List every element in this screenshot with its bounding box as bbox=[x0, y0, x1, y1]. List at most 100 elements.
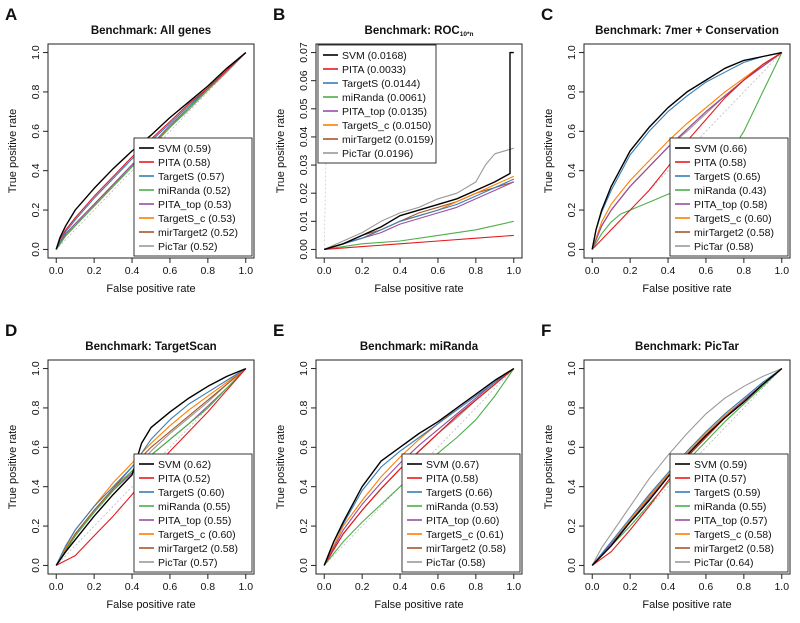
legend: SVM (0.62) PITA (0.52) TargetS (0.60) miRan… bbox=[133, 453, 253, 573]
legend-entry-pita: PITA (0.58) bbox=[694, 157, 746, 169]
y-axis-label: True positive rate bbox=[7, 425, 19, 510]
y-tick-label: 1.0 bbox=[298, 361, 310, 376]
panel-title-c: Benchmark: 7mer + Conservation bbox=[595, 25, 779, 37]
panel-a: A Benchmark: All genes 0.0 0.2 0.4 0.6 0.8 1.0 0… bbox=[5, 5, 255, 295]
y-tick-label: 0.4 bbox=[30, 163, 42, 178]
x-tick-label: 0.6 bbox=[431, 265, 446, 277]
y-tick-label: 0.06 bbox=[298, 70, 310, 91]
x-axis-label: False positive rate bbox=[106, 283, 195, 295]
legend-entry-targets_c: TargetS_c (0.58) bbox=[694, 529, 772, 541]
legend-entry-svm: SVM (0.67) bbox=[426, 459, 479, 471]
legend-entry-mirtarget2: mirTarget2 (0.58) bbox=[694, 227, 774, 239]
y-tick-label: 0.6 bbox=[30, 124, 42, 139]
legend-entry-svm: SVM (0.62) bbox=[158, 459, 211, 471]
x-tick-label: 0.6 bbox=[163, 265, 178, 277]
x-tick-label: 0.4 bbox=[661, 581, 676, 593]
x-tick-label: 1.0 bbox=[238, 265, 253, 277]
y-tick-label: 0.05 bbox=[298, 98, 310, 119]
legend-entry-pita: PITA (0.52) bbox=[158, 473, 210, 485]
legend-entry-pictar: PicTar (0.57) bbox=[158, 557, 218, 569]
y-tick-label: 1.0 bbox=[30, 361, 42, 376]
x-tick-label: 0.2 bbox=[355, 265, 370, 277]
legend-box bbox=[669, 453, 789, 573]
y-tick-label: 0.2 bbox=[30, 203, 42, 218]
x-tick-label: 0.0 bbox=[317, 265, 332, 277]
legend-entry-svm: SVM (0.0168) bbox=[342, 50, 407, 62]
legend-box bbox=[317, 44, 437, 164]
legend-entry-miranda: miRanda (0.55) bbox=[158, 501, 230, 513]
y-tick-label: 0.6 bbox=[30, 440, 42, 455]
panel-e: E Benchmark: miRanda 0.0 0.2 0.4 0.6 0.8 1.0 0.0… bbox=[273, 321, 523, 611]
series-line-targets bbox=[323, 368, 515, 566]
x-tick-label: 0.2 bbox=[87, 265, 102, 277]
legend-entry-miranda: miRanda (0.43) bbox=[694, 185, 766, 197]
legend-entry-pictar: PicTar (0.58) bbox=[426, 557, 486, 569]
panel-title-d: Benchmark: TargetScan bbox=[85, 341, 216, 353]
panel-f: F Benchmark: PicTar 0.0 0.2 0.4 0.6 0.8 1.0 0.0 0… bbox=[541, 321, 791, 611]
legend-entry-miranda: miRanda (0.0061) bbox=[342, 92, 426, 104]
legend-entry-pictar: PicTar (0.52) bbox=[158, 241, 218, 253]
y-axis-label: True positive rate bbox=[275, 425, 287, 510]
y-tick-label: 1.0 bbox=[566, 45, 578, 60]
plot-frame bbox=[583, 43, 791, 259]
series-line-pita_top bbox=[323, 368, 515, 566]
y-tick-label: 1.0 bbox=[30, 45, 42, 60]
series-line-pita bbox=[324, 234, 514, 250]
legend-entry-pita: PITA (0.58) bbox=[158, 157, 210, 169]
x-tick-label: 0.0 bbox=[317, 581, 332, 593]
x-tick-label: 0.0 bbox=[585, 581, 600, 593]
legend-entry-pictar: PicTar (0.58) bbox=[694, 241, 754, 253]
series-line-targets bbox=[591, 368, 783, 566]
panel-title-e: Benchmark: miRanda bbox=[360, 341, 479, 353]
x-tick-label: 0.8 bbox=[737, 581, 752, 593]
y-tick-label: 0.00 bbox=[298, 239, 310, 260]
x-tick-label: 0.2 bbox=[623, 265, 638, 277]
series-line-svm bbox=[324, 51, 514, 251]
legend-entry-targets_c: TargetS_c (0.60) bbox=[694, 213, 772, 225]
legend-entry-targets: TargetS (0.57) bbox=[158, 171, 225, 183]
legend-entry-mirtarget2: mirTarget2 (0.58) bbox=[694, 543, 774, 555]
legend-entry-miranda: miRanda (0.55) bbox=[694, 501, 766, 513]
plot-frame bbox=[315, 359, 523, 575]
legend-entry-targets_c: TargetS_c (0.61) bbox=[426, 529, 504, 541]
panel-label-f: F bbox=[541, 321, 551, 340]
x-tick-label: 0.8 bbox=[469, 265, 484, 277]
y-tick-label: 0.6 bbox=[566, 440, 578, 455]
legend-entry-targets: TargetS (0.66) bbox=[426, 487, 493, 499]
x-tick-label: 0.6 bbox=[431, 581, 446, 593]
y-tick-label: 1.0 bbox=[566, 361, 578, 376]
panel-title-subscript-b: 10*n bbox=[460, 31, 474, 38]
x-axis-label: False positive rate bbox=[642, 283, 731, 295]
y-tick-label: 0.02 bbox=[298, 183, 310, 204]
y-tick-label: 0.4 bbox=[566, 163, 578, 178]
plot-frame bbox=[315, 43, 523, 259]
legend: SVM (0.67) PITA (0.58) TargetS (0.66) miRan… bbox=[401, 453, 521, 573]
legend-entry-mirtarget2: mirTarget2 (0.0159) bbox=[342, 134, 434, 146]
x-tick-label: 1.0 bbox=[774, 265, 789, 277]
panel-title-f: Benchmark: PicTar bbox=[635, 341, 739, 353]
legend-entry-mirtarget2: mirTarget2 (0.52) bbox=[158, 227, 238, 239]
series-line-mirtarget2 bbox=[55, 368, 247, 566]
legend: SVM (0.59) PITA (0.58) TargetS (0.57) miRan… bbox=[133, 137, 253, 257]
x-tick-label: 0.8 bbox=[201, 581, 216, 593]
series-line-targets bbox=[55, 368, 247, 566]
legend-entry-svm: SVM (0.66) bbox=[694, 143, 747, 155]
x-tick-label: 0.6 bbox=[163, 581, 178, 593]
x-tick-label: 0.6 bbox=[699, 581, 714, 593]
legend-entry-pita_top: PITA_top (0.53) bbox=[158, 199, 231, 211]
x-tick-label: 0.4 bbox=[125, 265, 140, 277]
panel-label-a: A bbox=[5, 5, 17, 24]
y-tick-label: 0.4 bbox=[298, 479, 310, 494]
x-tick-label: 0.0 bbox=[49, 581, 64, 593]
y-tick-label: 0.04 bbox=[298, 127, 310, 148]
panel-b: B Benchmark: ROC10*n 0.0 0.2 0.4 0.6 0.8 1.0 0.0… bbox=[273, 5, 523, 295]
x-tick-label: 0.4 bbox=[661, 265, 676, 277]
legend-entry-targets_c: TargetS_c (0.53) bbox=[158, 213, 236, 225]
y-axis-label: True positive rate bbox=[543, 425, 555, 510]
y-tick-label: 0.8 bbox=[566, 400, 578, 415]
y-tick-label: 0.8 bbox=[30, 400, 42, 415]
x-axis-label: False positive rate bbox=[642, 599, 731, 611]
legend-entry-targets: TargetS (0.60) bbox=[158, 487, 225, 499]
legend-entry-svm: SVM (0.59) bbox=[694, 459, 747, 471]
y-tick-label: 0.2 bbox=[298, 519, 310, 534]
